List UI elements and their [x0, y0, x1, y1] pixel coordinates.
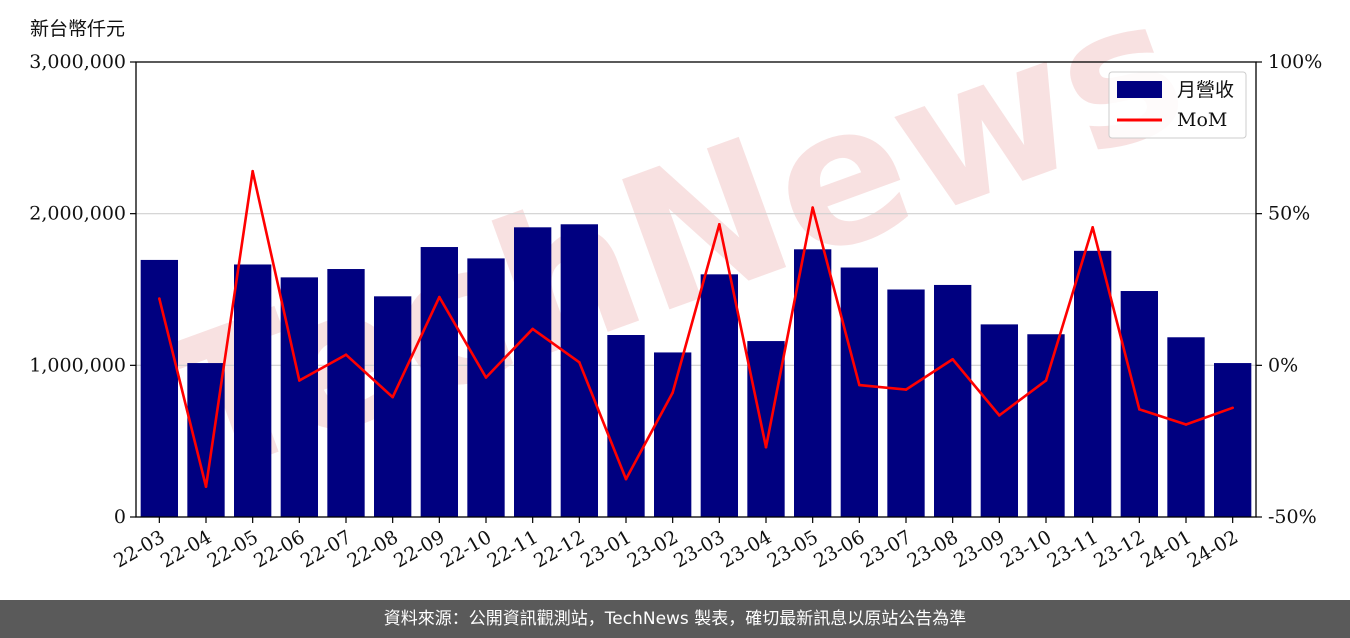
left-tick-label: 3,000,000 — [29, 51, 126, 73]
x-tick-label: 22-05 — [204, 526, 262, 572]
right-tick-label: -50% — [1268, 506, 1317, 528]
mom-point-23-04 — [764, 445, 768, 449]
bar-23-04 — [747, 341, 785, 517]
left-tick-label: 2,000,000 — [29, 203, 126, 225]
x-tick-label: 23-09 — [950, 526, 1008, 572]
mom-point-23-02 — [671, 391, 674, 394]
mom-point-22-07 — [344, 353, 348, 357]
mom-point-23-10 — [1044, 379, 1048, 382]
revenue-chart: TechNews01,000,0002,000,0003,000,000-50%… — [29, 0, 1322, 572]
x-tick-label: 23-11 — [1044, 526, 1102, 572]
left-tick-label: 0 — [114, 506, 126, 528]
bar-23-07 — [887, 289, 925, 517]
bar-22-10 — [467, 258, 505, 517]
bar-23-05 — [794, 249, 832, 517]
bar-23-01 — [607, 335, 645, 517]
y-axis-unit-label: 新台幣仟元 — [30, 18, 126, 40]
x-tick-label: 22-07 — [297, 526, 355, 572]
x-tick-label: 24-02 — [1184, 526, 1242, 572]
bar-22-08 — [374, 296, 412, 517]
x-tick-label: 23-02 — [624, 526, 682, 572]
bar-23-03 — [700, 274, 738, 517]
bar-22-09 — [420, 247, 458, 518]
bar-23-12 — [1120, 291, 1158, 517]
mom-point-22-12 — [578, 361, 581, 364]
bar-24-01 — [1167, 337, 1205, 517]
mom-point-22-10 — [484, 376, 488, 379]
x-tick-label: 23-10 — [997, 526, 1055, 572]
right-tick-label: 100% — [1268, 51, 1322, 73]
mom-point-23-03 — [718, 222, 721, 226]
x-tick-label: 22-08 — [344, 526, 402, 572]
legend-label-mom: MoM — [1177, 109, 1227, 131]
legend-label-revenue: 月營收 — [1177, 79, 1234, 101]
x-tick-label: 22-12 — [530, 526, 588, 572]
x-tick-label: 23-06 — [810, 526, 868, 572]
legend-bar-swatch — [1117, 81, 1162, 98]
bar-24-02 — [1214, 363, 1252, 517]
left-tick-label: 1,000,000 — [29, 354, 126, 376]
mom-point-23-01 — [624, 477, 628, 481]
mom-point-22-06 — [298, 379, 301, 382]
x-tick-label: 22-04 — [157, 526, 215, 572]
chart-area: 新台幣仟元 TechNews 0 1,000,000 2,000,000 3,000,0… — [29, 0, 1322, 572]
mom-point-23-12 — [1138, 408, 1141, 411]
bar-23-10 — [1027, 334, 1065, 517]
x-tick-label: 22-11 — [484, 526, 542, 572]
mom-point-23-11 — [1091, 226, 1094, 229]
x-tick-label: 23-03 — [670, 526, 728, 572]
bar-22-12 — [560, 224, 598, 518]
mom-point-24-01 — [1184, 423, 1188, 426]
bar-23-11 — [1074, 250, 1112, 517]
x-tick-label: 23-07 — [857, 526, 915, 572]
x-tick-label: 23-08 — [904, 526, 962, 572]
mom-point-23-07 — [904, 388, 908, 391]
x-tick-label: 22-06 — [250, 526, 308, 572]
x-tick-label: 24-01 — [1137, 526, 1195, 572]
bar-22-11 — [514, 227, 552, 518]
x-tick-label: 22-10 — [437, 526, 495, 572]
x-tick-label: 23-04 — [717, 526, 775, 572]
x-tick-label: 22-03 — [110, 526, 168, 572]
mom-point-24-02 — [1231, 406, 1234, 410]
bar-22-04 — [187, 363, 225, 517]
right-tick-label: 0% — [1268, 354, 1298, 376]
mom-point-22-05 — [251, 169, 254, 173]
bar-23-06 — [840, 267, 878, 517]
bar-23-02 — [654, 352, 692, 517]
right-tick-label: 50% — [1268, 203, 1310, 225]
mom-point-22-09 — [438, 295, 441, 299]
x-tick-label: 22-09 — [390, 526, 448, 572]
mom-point-22-11 — [531, 327, 534, 331]
mom-line — [158, 169, 1234, 488]
mom-point-22-08 — [391, 395, 394, 399]
x-tick-label: 23-12 — [1090, 526, 1148, 572]
source-footer: 資料來源：公開資訊觀測站，TechNews 製表，確切最新訊息以原站公告為準 — [0, 600, 1350, 638]
mom-point-23-08 — [951, 357, 954, 361]
bar-22-07 — [327, 269, 365, 517]
plot-frame — [135, 61, 1257, 518]
bar-22-06 — [280, 277, 318, 517]
x-tick-label: 23-05 — [764, 526, 822, 572]
mom-point-23-05 — [811, 206, 814, 209]
x-tick-label: 23-01 — [577, 526, 635, 572]
bar-22-05 — [234, 264, 272, 517]
mom-point-22-03 — [158, 297, 161, 300]
mom-point-22-04 — [204, 485, 208, 488]
mom-point-23-09 — [998, 414, 1001, 417]
bar-23-08 — [934, 284, 972, 517]
bar-23-09 — [980, 324, 1018, 517]
mom-point-23-06 — [858, 383, 861, 387]
